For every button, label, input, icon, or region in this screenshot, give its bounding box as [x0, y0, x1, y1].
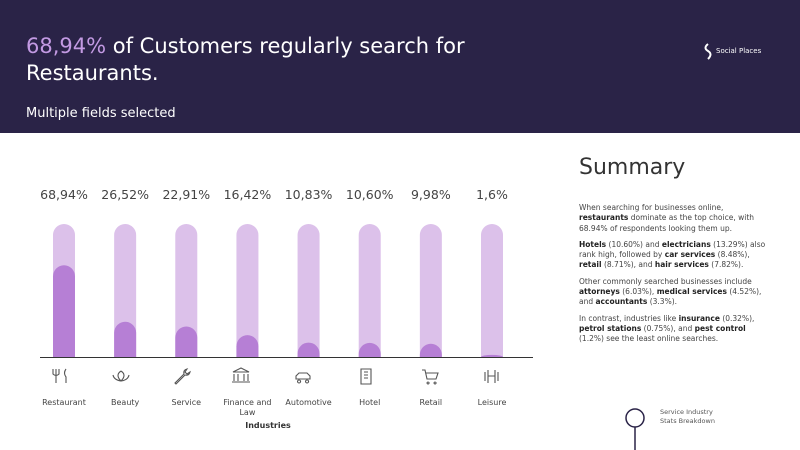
summary-segment: When searching for businesses online,	[579, 203, 724, 212]
summary-bold: medical services	[656, 287, 727, 297]
logo-icon	[704, 43, 712, 60]
summary-bold: car services	[664, 250, 716, 260]
summary-paragraph: Hotels (10.60%) and electricians (13.29%…	[579, 240, 769, 271]
x-tick-label: Restaurant	[42, 398, 86, 407]
x-tick-label: Automotive	[285, 398, 332, 407]
summary-segment: (13.29%) also rank high, followed by	[579, 239, 766, 260]
summary-bold: attorneys	[579, 287, 620, 297]
bar-track	[419, 224, 442, 357]
summary-segment: (8.71%), and	[601, 260, 655, 270]
value-label: 1,6%	[476, 187, 508, 202]
summary-segment: (3.3%).	[647, 297, 678, 307]
summary-bold: insurance	[678, 313, 720, 323]
summary-bold: accountants	[595, 297, 648, 307]
subtitle: Multiple fields selected	[26, 106, 176, 121]
bar-track	[481, 224, 503, 357]
x-tick-label: Leisure	[477, 398, 507, 407]
bar	[114, 321, 137, 357]
summary-segment: (8.48%),	[715, 250, 750, 260]
bar	[481, 354, 503, 357]
x-axis-label: Industries	[245, 421, 291, 430]
bar-track	[297, 224, 320, 357]
footer-marker	[625, 408, 645, 450]
bar	[297, 342, 320, 357]
summary-segment: (7.82%).	[708, 260, 744, 270]
summary-bold: Hotels	[579, 239, 607, 249]
bar	[53, 265, 75, 357]
value-label: 10,83%	[285, 187, 333, 202]
summary-paragraph: When searching for businesses online, re…	[579, 203, 769, 234]
summary-bold: pest control	[694, 323, 746, 333]
x-tick-label: Retail	[419, 398, 443, 407]
x-tick-label: Finance and Law	[223, 398, 272, 417]
value-label: 9,98%	[411, 187, 451, 202]
value-label: 10,60%	[346, 187, 394, 202]
bar-track	[358, 224, 381, 357]
summary-segment: (0.32%),	[719, 313, 755, 323]
summary-segment: Other commonly searched businesses inclu…	[579, 276, 752, 286]
summary-segment: (1.2%) see the least online searches.	[579, 334, 719, 344]
x-tick-label: Hotel	[359, 398, 381, 407]
bar	[236, 335, 259, 357]
summary-bold: restaurants	[579, 213, 629, 223]
bar-track	[236, 224, 259, 357]
summary-bold: retail	[579, 260, 602, 270]
header	[0, 0, 800, 133]
value-label: 16,42%	[224, 187, 272, 202]
summary-segment: dominate as the top choice, with 68.94% …	[579, 213, 755, 233]
title: 68,94% of Customers regularly search for…	[26, 33, 506, 87]
bar-track	[175, 224, 198, 357]
x-tick-label: Beauty	[111, 398, 140, 407]
title-rest: of Customers regularly search for Restau…	[26, 34, 465, 85]
bar	[419, 343, 442, 357]
summary-segment: In contrast, industries like	[579, 313, 679, 323]
summary-title: Summary	[579, 155, 686, 180]
summary-segment: (6.03%),	[619, 287, 657, 297]
footer-caption: Service Industry Stats Breakdown	[660, 408, 715, 425]
value-label: 22,91%	[162, 187, 210, 202]
title-highlight: 68,94%	[26, 34, 107, 58]
bar	[358, 342, 381, 357]
value-label: 68,94%	[40, 187, 88, 202]
summary-paragraph: Other commonly searched businesses inclu…	[579, 277, 769, 308]
summary-segment: (10.60%) and	[606, 239, 662, 249]
summary-text: When searching for businesses online, re…	[579, 203, 769, 351]
category-icons	[52, 367, 499, 385]
summary-paragraph: In contrast, industries like insurance (…	[579, 314, 769, 345]
summary-segment: (4.52%), and	[579, 287, 762, 307]
summary-segment: (0.75%), and	[641, 323, 695, 333]
bar	[175, 326, 198, 357]
summary-bold: petrol stations	[579, 323, 642, 333]
summary-bold: hair services	[654, 260, 709, 270]
x-tick-label: Service	[171, 398, 202, 407]
value-label: 26,52%	[101, 187, 149, 202]
logo-text: Social Places	[716, 47, 762, 55]
summary-bold: electricians	[661, 239, 711, 249]
